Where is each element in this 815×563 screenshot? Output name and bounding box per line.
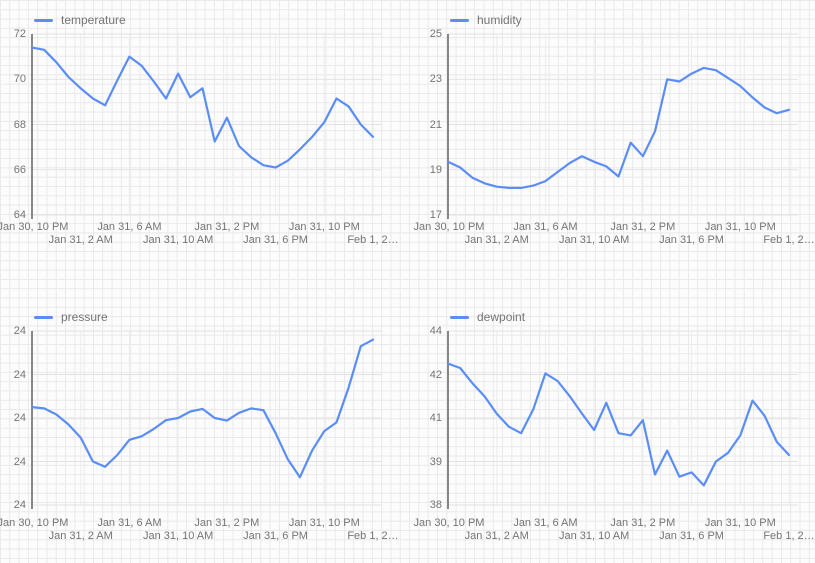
x-axis-tick-label: Jan 31, 2 PM xyxy=(194,517,260,529)
legend: pressure xyxy=(34,310,108,324)
x-axis-tick-label: Feb 1, 2… xyxy=(763,234,815,246)
x-axis-tick-label: Jan 31, 6 PM xyxy=(243,234,308,246)
y-axis-tick-label: 24 xyxy=(13,325,26,337)
y-axis-tick-label: 39 xyxy=(429,455,442,468)
legend-line-marker-icon xyxy=(450,315,469,319)
legend-series-label: humidity xyxy=(477,13,522,27)
x-axis-tick-label: Jan 31, 10 AM xyxy=(558,234,630,246)
x-axis-tick-label: Jan 31, 2 PM xyxy=(610,517,676,529)
dewpoint-chart: dewpoint 44 42 41 39 38 Jan 30, 10 PM Jan 31, 2… xyxy=(407,295,815,563)
x-axis-tick-label: Jan 31, 6 PM xyxy=(243,530,308,542)
x-axis-tick-label: Jan 30, 10 PM xyxy=(413,221,485,233)
legend: dewpoint xyxy=(450,310,525,324)
legend-series-label: pressure xyxy=(61,310,108,324)
y-axis-tick-label: 68 xyxy=(13,118,26,131)
legend-line-marker-icon xyxy=(450,18,469,22)
x-axis-tick-label: Jan 31, 2 PM xyxy=(194,221,260,233)
x-axis-tick-label: Jan 31, 6 AM xyxy=(97,221,162,233)
x-axis-tick-label: Jan 31, 10 AM xyxy=(558,530,630,542)
x-axis-tick-label: Jan 31, 6 AM xyxy=(97,517,162,529)
x-axis-tick-label: Jan 30, 10 PM xyxy=(0,517,69,529)
x-axis-tick-label: Jan 31, 10 PM xyxy=(704,517,776,529)
x-axis-tick-label: Jan 30, 10 PM xyxy=(0,221,69,233)
pressure-series-line[interactable] xyxy=(30,338,375,479)
x-axis-tick-label: Jan 31, 10 AM xyxy=(142,530,214,542)
y-axis-tick-label: 24 xyxy=(13,412,26,424)
temperature-chart: temperature 72 70 68 66 64 Jan 30, 10 PM Jan 31… xyxy=(0,0,407,260)
humidity-series-line[interactable] xyxy=(446,66,791,189)
x-axis-tick-label: Jan 31, 2 AM xyxy=(48,530,113,542)
plot-area xyxy=(446,330,798,509)
legend-line-marker-icon xyxy=(34,18,53,22)
x-axis-tick-label: Jan 31, 6 AM xyxy=(513,221,578,233)
dewpoint-series-line[interactable] xyxy=(446,362,791,487)
legend-series-label: dewpoint xyxy=(477,310,526,324)
x-axis-tick-label: Jan 31, 6 PM xyxy=(659,234,724,246)
x-axis-tick-label: Feb 1, 2… xyxy=(763,530,815,542)
x-axis-tick-label: Jan 31, 10 PM xyxy=(704,221,776,233)
y-axis-tick-label: 38 xyxy=(429,499,442,511)
x-axis-tick-label: Feb 1, 2… xyxy=(347,234,399,246)
y-axis-tick-label: 44 xyxy=(429,325,442,337)
x-axis-tick-label: Jan 31, 10 PM xyxy=(288,517,360,529)
y-axis-tick-label: 24 xyxy=(13,368,26,381)
x-axis-tick-label: Jan 31, 6 AM xyxy=(513,517,578,529)
pressure-chart: pressure 24 24 24 24 24 Jan 30, 10 PM Jan 31, 2… xyxy=(0,295,407,563)
y-axis-tick-label: 23 xyxy=(429,73,442,86)
plot-area xyxy=(30,330,382,509)
x-axis-tick-label: Jan 30, 10 PM xyxy=(413,517,485,529)
temperature-series-line[interactable] xyxy=(30,46,375,169)
legend: temperature xyxy=(34,13,126,27)
y-axis-tick-label: 25 xyxy=(429,28,442,40)
x-axis-tick-label: Jan 31, 2 AM xyxy=(48,234,113,246)
plot-area xyxy=(446,33,798,219)
y-axis-tick-label: 24 xyxy=(13,499,26,511)
humidity-chart: humidity 25 23 21 19 17 Jan 30, 10 PM Jan 31, 2… xyxy=(407,0,815,260)
plot-area xyxy=(30,33,382,219)
x-axis-tick-label: Feb 1, 2… xyxy=(347,530,399,542)
y-axis-tick-label: 66 xyxy=(13,163,26,176)
y-axis-tick-label: 21 xyxy=(429,118,442,131)
legend-line-marker-icon xyxy=(34,315,53,319)
y-axis-tick-label: 24 xyxy=(13,455,26,468)
x-axis-tick-label: Jan 31, 2 AM xyxy=(464,530,529,542)
y-axis-tick-label: 64 xyxy=(13,209,26,221)
legend: humidity xyxy=(450,13,522,27)
y-axis-tick-label: 17 xyxy=(429,209,442,221)
y-axis-tick-label: 19 xyxy=(429,163,442,176)
x-axis-tick-label: Jan 31, 6 PM xyxy=(659,530,724,542)
x-axis-tick-label: Jan 31, 10 PM xyxy=(288,221,360,233)
y-axis-tick-label: 70 xyxy=(13,73,26,86)
legend-series-label: temperature xyxy=(61,13,126,27)
x-axis-tick-label: Jan 31, 2 PM xyxy=(610,221,676,233)
y-axis-tick-label: 72 xyxy=(13,28,26,40)
x-axis-tick-label: Jan 31, 10 AM xyxy=(142,234,214,246)
y-axis-tick-label: 42 xyxy=(429,368,442,381)
x-axis-tick-label: Jan 31, 2 AM xyxy=(464,234,529,246)
y-axis-tick-label: 41 xyxy=(429,412,442,424)
